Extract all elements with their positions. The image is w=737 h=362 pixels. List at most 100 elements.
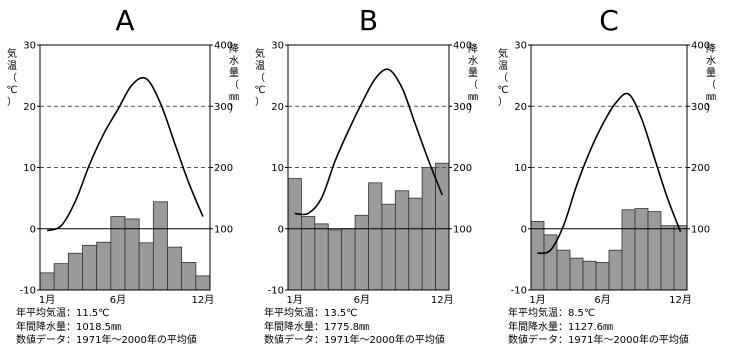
x-tick-label: 1月	[39, 294, 55, 306]
right-tick-label: 400	[691, 41, 710, 52]
right-axis-label-char: 水	[706, 55, 716, 67]
right-axis-label-char: ）	[706, 103, 716, 115]
right-axis-label-char: 水	[229, 55, 239, 67]
precip-bar-5月	[96, 241, 112, 291]
precip-bar-6月	[595, 262, 610, 291]
precip-bar-7月	[124, 218, 140, 291]
right-tick-label: 200	[214, 163, 233, 174]
chart-a-annual-precip: 年間降水量：1018.5㎜	[16, 321, 121, 333]
right-tick-label: 300	[691, 102, 710, 113]
left-axis-label-char: ）	[7, 96, 17, 108]
right-axis-label-char: 降	[706, 42, 716, 55]
left-tick-label: 10	[271, 163, 284, 174]
precip-bar-5月	[341, 228, 356, 291]
left-axis-label-char: 気	[498, 47, 508, 60]
left-tick-label: 20	[23, 102, 36, 113]
left-tick-label: 30	[514, 41, 527, 52]
left-tick-label: 0	[521, 224, 527, 235]
left-tick-label: 10	[23, 163, 36, 174]
precip-bar-7月	[608, 249, 623, 291]
chart-b-footer: 年平均気温：13.5℃ 年間降水量：1775.8㎜ 数値データ：1971年～20…	[264, 307, 445, 348]
right-axis-label-char: ㎜	[468, 92, 478, 103]
precip-bar-10月	[167, 246, 183, 291]
precip-bar-8月	[138, 242, 154, 291]
right-tick-label: 300	[214, 102, 233, 113]
left-tick-label: 30	[271, 41, 284, 52]
precip-bar-6月	[354, 214, 369, 291]
precip-bar-3月	[67, 252, 83, 291]
right-axis-label-char: （	[468, 79, 478, 91]
precip-bar-2月	[53, 263, 69, 291]
x-tick-label: 6月	[110, 294, 126, 306]
left-axis-label-char: ℃	[6, 85, 17, 96]
chart-b-annual-precip: 年間降水量：1775.8㎜	[264, 321, 369, 333]
left-tick-label: 20	[514, 102, 527, 113]
left-axis-label-char: ℃	[497, 85, 508, 96]
chart-c-data-source: 数値データ：1971年～2000年の平均値	[508, 335, 689, 346]
right-tick-label: 200	[453, 163, 472, 174]
x-tick-label: 6月	[354, 294, 370, 306]
precip-bar-9月	[152, 201, 168, 291]
left-tick-label: 10	[514, 163, 527, 174]
precip-bar-3月	[556, 249, 571, 291]
left-axis-label-char: 温	[255, 60, 265, 72]
chart-b-annual-temp: 年平均気温：13.5℃	[264, 308, 358, 319]
chart-a-data-source: 数値データ：1971年～2000年の平均値	[16, 335, 197, 346]
precip-bar-9月	[634, 208, 649, 291]
right-tick-label: 100	[691, 224, 710, 235]
precip-bar-10月	[408, 197, 423, 291]
precip-bar-3月	[314, 223, 329, 291]
x-tick-label: 1月	[287, 294, 303, 306]
left-tick-label: 0	[278, 224, 284, 235]
right-axis-label-char: 量	[706, 67, 716, 79]
precip-bar-10月	[647, 211, 662, 291]
right-axis-label-char: 量	[468, 67, 478, 79]
precip-bar-12月	[195, 275, 211, 291]
right-tick-label: 400	[453, 41, 472, 52]
left-tick-label: 20	[271, 102, 284, 113]
chart-a-title: A	[115, 4, 134, 37]
precip-bar-1月	[287, 178, 302, 291]
chart-c-title: C	[599, 4, 619, 37]
x-tick-label: 1月	[529, 294, 545, 306]
precip-bar-4月	[327, 229, 343, 291]
left-axis-label-char: 気	[7, 47, 17, 60]
left-axis-label-char: （	[255, 72, 265, 84]
precip-bar-4月	[569, 257, 584, 291]
right-axis-label-char: ㎜	[229, 92, 239, 103]
right-axis-label-char: （	[229, 79, 239, 91]
right-axis-label-char: ）	[229, 103, 239, 115]
right-tick-label: 300	[453, 102, 472, 113]
chart-c-footer: 年平均気温：8.5℃ 年間降水量：1127.6㎜ 数値データ：1971年～200…	[508, 307, 689, 348]
precip-bar-11月	[181, 262, 197, 291]
x-tick-label: 12月	[669, 294, 692, 306]
x-tick-label: 6月	[594, 294, 610, 306]
left-axis-label-char: ℃	[254, 85, 265, 96]
right-tick-label: 200	[691, 163, 710, 174]
right-tick-label: 100	[453, 224, 472, 235]
left-axis-label-char: 温	[498, 60, 508, 72]
right-tick-label: 100	[214, 224, 233, 235]
right-axis-label-char: ）	[468, 103, 478, 115]
temperature-line	[46, 76, 204, 232]
left-axis-label-char: （	[7, 72, 17, 84]
precip-bar-9月	[394, 190, 410, 291]
chart-b-data-source: 数値データ：1971年～2000年の平均値	[264, 335, 445, 346]
chart-c-annual-temp: 年平均気温：8.5℃	[508, 308, 596, 319]
x-tick-label: 12月	[431, 294, 454, 306]
right-axis-label-char: 量	[229, 67, 239, 79]
chart-a-footer: 年平均気温：11.5℃ 年間降水量：1018.5㎜ 数値データ：1971年～20…	[16, 307, 197, 348]
precip-bar-7月	[368, 182, 383, 291]
right-axis-label-char: 水	[468, 55, 478, 67]
left-tick-label: -10	[511, 286, 527, 297]
chart-b-title: B	[359, 4, 378, 37]
x-tick-label: 12月	[192, 294, 215, 306]
chart-c-annual-precip: 年間降水量：1127.6㎜	[508, 321, 613, 333]
right-axis-label-char: 降	[229, 42, 239, 55]
right-axis-label-char: ㎜	[706, 92, 716, 103]
right-tick-label: 400	[214, 41, 233, 52]
